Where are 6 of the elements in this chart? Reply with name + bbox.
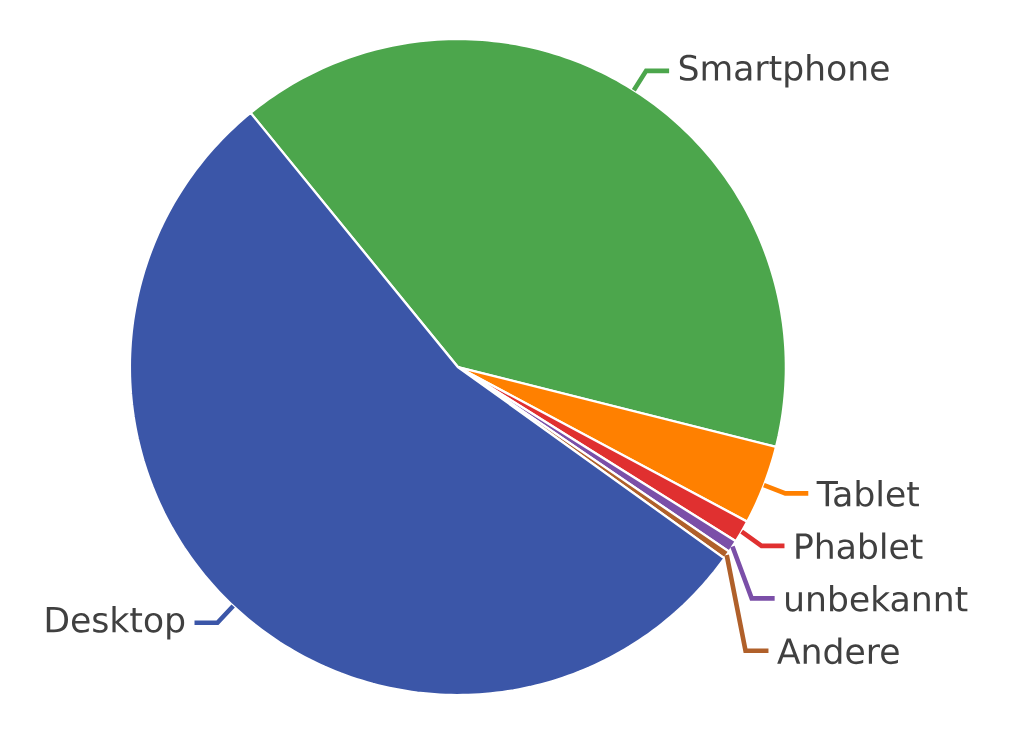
slice-label: Smartphone — [679, 54, 889, 88]
slice-label: Tablet — [816, 480, 919, 507]
slice-label: unbekannt — [786, 584, 968, 612]
slice-label: Desktop — [46, 605, 185, 640]
slice-label: Andere — [777, 637, 899, 665]
slice-label: Phablet — [796, 532, 923, 560]
